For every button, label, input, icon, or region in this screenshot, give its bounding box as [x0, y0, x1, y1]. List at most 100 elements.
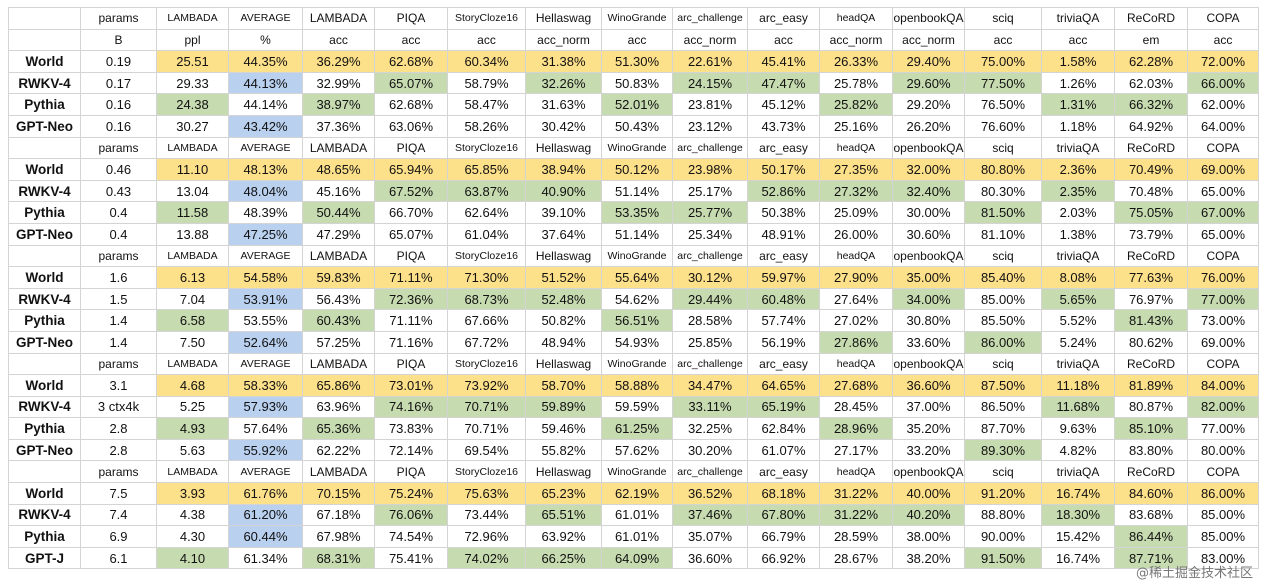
score-cell: 23.81% [672, 93, 748, 116]
table-row: GPT-J 6.1 4.10 61.34% 68.31% 75.41% 74.02% 66.2… [8, 546, 1259, 570]
score-cell: 32.26% [525, 71, 602, 95]
params-cell: 6.1 [80, 546, 157, 570]
score-cell: 65.07% [374, 71, 448, 95]
score-cell: 57.74% [747, 309, 820, 332]
score-cell: 28.96% [819, 417, 893, 440]
model-name-cell: World [8, 266, 81, 289]
column-header: triviaQA [1041, 7, 1115, 30]
score-cell: 38.00% [892, 525, 965, 548]
score-cell: 65.19% [747, 395, 820, 419]
score-cell: 58.26% [447, 114, 526, 138]
column-header: ReCoRD [1114, 244, 1188, 268]
score-cell: 60.34% [447, 50, 526, 73]
score-cell: 89.30% [964, 438, 1042, 462]
score-cell: 32.40% [892, 179, 965, 203]
score-cell: 24.38 [156, 93, 229, 116]
score-cell: 50.82% [525, 309, 602, 332]
score-cell: 33.60% [892, 330, 965, 354]
score-cell: 40.00% [892, 482, 965, 505]
score-cell: 86.44% [1114, 525, 1188, 548]
score-cell: 5.65% [1041, 287, 1115, 311]
params-cell: 0.43 [80, 179, 157, 203]
table-row: RWKV-4 1.5 7.04 53.91% 56.43% 72.36% 68.73% 52.… [8, 287, 1259, 311]
unit-header: acc [374, 28, 448, 52]
score-cell: 25.51 [156, 50, 229, 73]
column-header: triviaQA [1041, 460, 1115, 484]
column-header: AVERAGE [228, 244, 303, 268]
score-cell: 25.82% [819, 93, 893, 116]
score-cell: 77.00% [1187, 287, 1259, 311]
params-cell: 0.19 [80, 50, 157, 73]
score-cell: 50.17% [747, 158, 820, 181]
header-row: params LAMBADA AVERAGE LAMBADA PIQA StoryCloz… [8, 136, 1259, 160]
params-cell: 2.8 [80, 417, 157, 440]
score-cell: 40.20% [892, 503, 965, 527]
score-cell: 91.50% [964, 546, 1042, 570]
column-header: StoryCloze16 [447, 460, 526, 484]
score-cell: 63.92% [525, 525, 602, 548]
score-cell: 65.00% [1187, 222, 1259, 246]
score-cell: 58.70% [525, 374, 602, 397]
column-header: arc_easy [747, 352, 820, 376]
column-header: LAMBADA [156, 460, 229, 484]
column-header: sciq [964, 352, 1042, 376]
score-cell: 11.58 [156, 201, 229, 224]
score-cell: 56.51% [601, 309, 673, 332]
column-header: ReCoRD [1114, 460, 1188, 484]
score-cell: 26.00% [819, 222, 893, 246]
column-header: headQA [819, 460, 893, 484]
score-cell: 64.09% [601, 546, 673, 570]
params-cell: 0.4 [80, 201, 157, 224]
column-header: Hellaswag [525, 460, 602, 484]
score-cell: 37.64% [525, 222, 602, 246]
model-name-cell: GPT-Neo [8, 114, 81, 138]
model-name-cell: RWKV-4 [8, 179, 81, 203]
score-cell: 62.22% [302, 438, 375, 462]
score-cell: 27.86% [819, 330, 893, 354]
score-cell: 29.20% [892, 93, 965, 116]
score-cell: 59.59% [601, 395, 673, 419]
score-cell: 83.68% [1114, 503, 1188, 527]
params-cell: 7.4 [80, 503, 157, 527]
score-cell: 62.03% [1114, 71, 1188, 95]
score-cell: 23.98% [672, 158, 748, 181]
column-header: LAMBADA [156, 244, 229, 268]
score-cell: 7.50 [156, 330, 229, 354]
score-cell: 28.58% [672, 309, 748, 332]
score-cell: 62.28% [1114, 50, 1188, 73]
column-header: triviaQA [1041, 352, 1115, 376]
column-header: ReCoRD [1114, 136, 1188, 160]
column-header: LAMBADA [302, 136, 375, 160]
score-cell: 4.30 [156, 525, 229, 548]
score-cell: 36.60% [892, 374, 965, 397]
score-cell: 51.52% [525, 266, 602, 289]
column-header: LAMBADA [156, 7, 229, 30]
score-cell: 73.79% [1114, 222, 1188, 246]
score-cell: 66.92% [747, 546, 820, 570]
score-cell: 72.96% [447, 525, 526, 548]
score-cell: 9.63% [1041, 417, 1115, 440]
params-cell: 1.4 [80, 309, 157, 332]
unit-header: acc_norm [892, 28, 965, 52]
score-cell: 7.04 [156, 287, 229, 311]
score-cell: 86.50% [964, 395, 1042, 419]
score-cell: 51.14% [601, 222, 673, 246]
model-name-cell: World [8, 482, 81, 505]
score-cell: 50.44% [302, 201, 375, 224]
score-cell: 76.50% [964, 93, 1042, 116]
column-header: ReCoRD [1114, 352, 1188, 376]
score-cell: 53.55% [228, 309, 303, 332]
unit-header: ppl [156, 28, 229, 52]
score-cell: 65.51% [525, 503, 602, 527]
column-header: StoryCloze16 [447, 7, 526, 30]
score-cell: 58.88% [601, 374, 673, 397]
score-cell: 28.59% [819, 525, 893, 548]
score-cell: 16.74% [1041, 482, 1115, 505]
score-cell: 75.63% [447, 482, 526, 505]
score-cell: 70.15% [302, 482, 375, 505]
score-cell: 77.00% [1187, 417, 1259, 440]
score-cell: 65.86% [302, 374, 375, 397]
score-cell: 22.61% [672, 50, 748, 73]
score-cell: 80.30% [964, 179, 1042, 203]
table-row: RWKV-4 0.17 29.33 44.13% 32.99% 65.07% 58.79% 3… [8, 71, 1259, 95]
